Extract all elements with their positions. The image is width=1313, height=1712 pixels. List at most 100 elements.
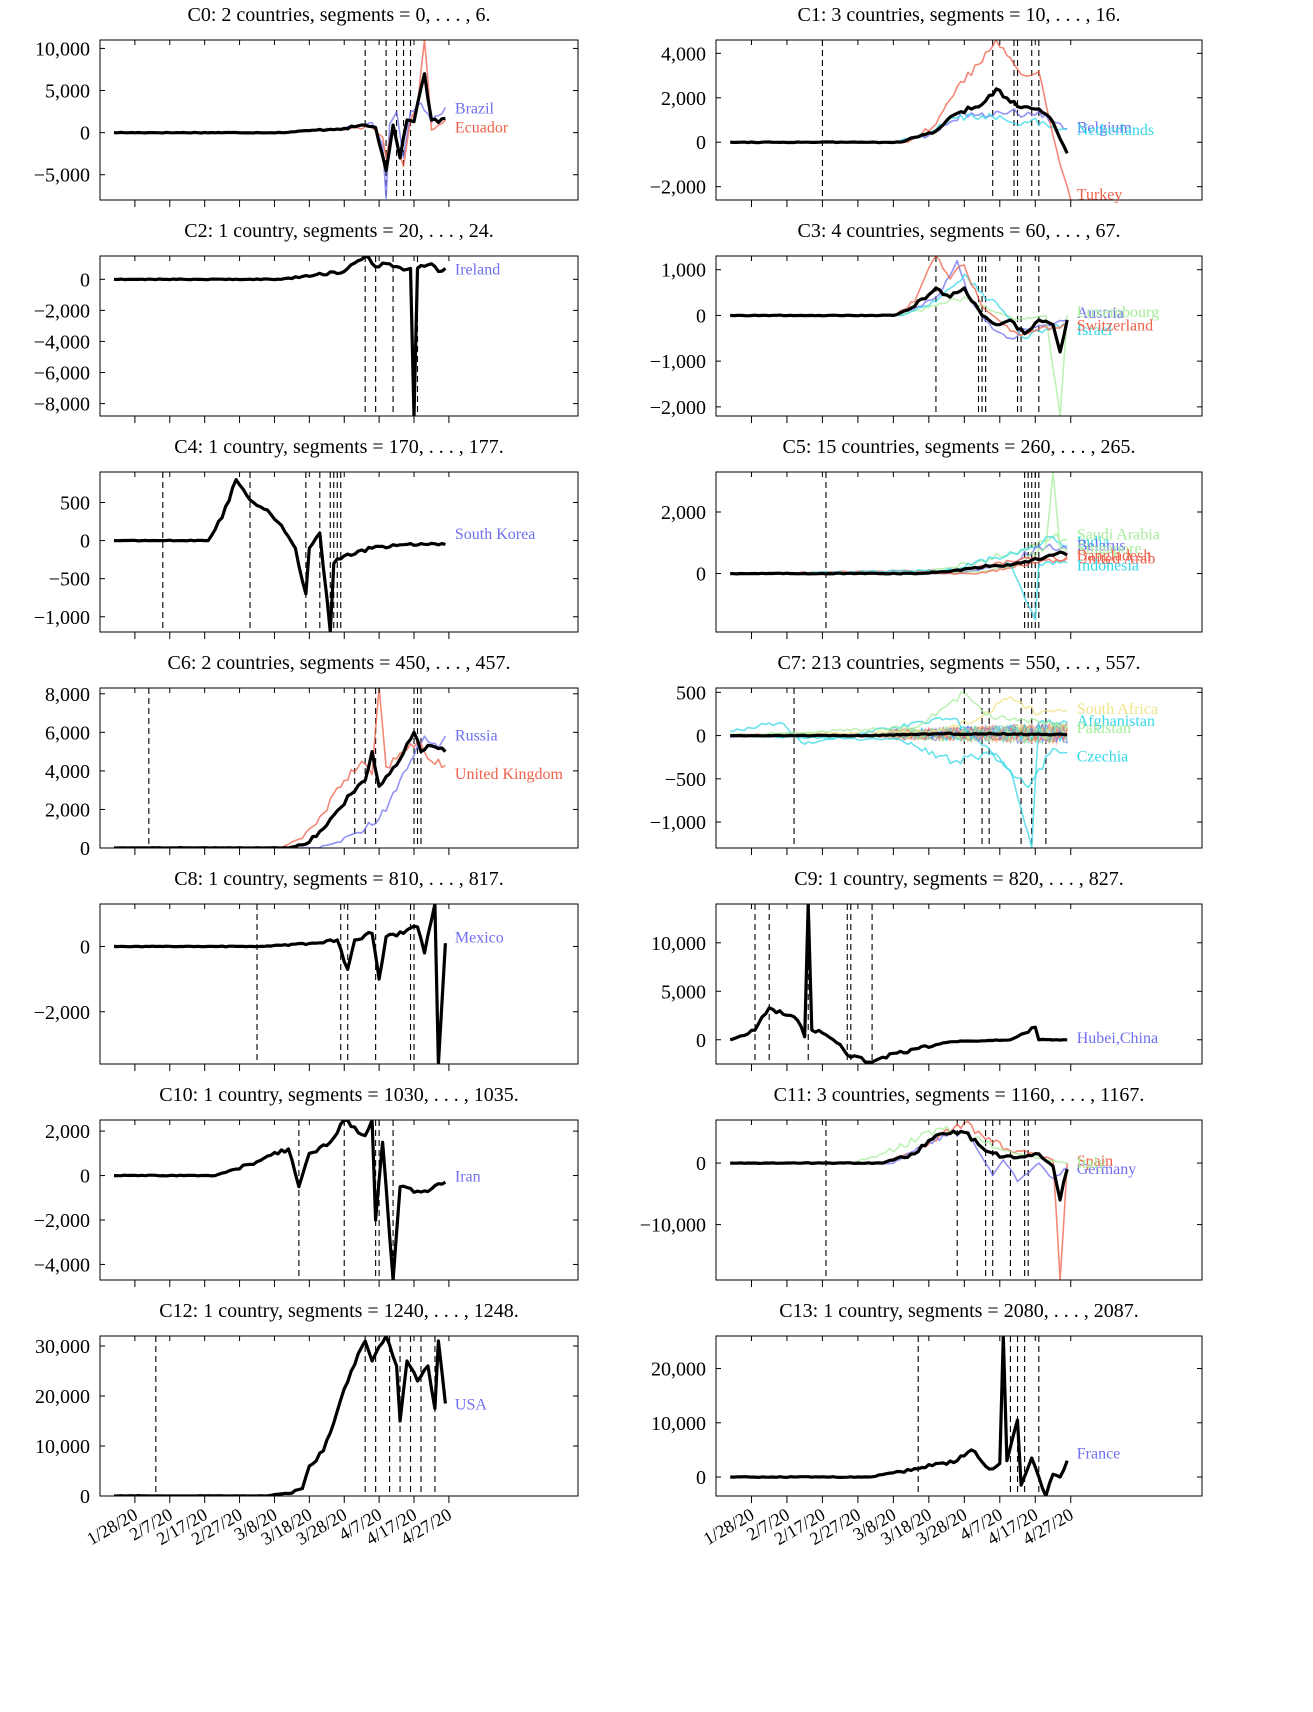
chart-title: C13: 1 country, segments = 2080, . . . ,… — [779, 1300, 1139, 1322]
y-tick-label: 10,000 — [35, 1436, 90, 1458]
y-tick-label: 2,000 — [661, 88, 706, 110]
y-tick-label: 0 — [80, 1486, 90, 1508]
series-line-germany — [730, 1129, 1068, 1183]
chart-svg: 500 0 −500 −1,000 South Korea — [34, 471, 579, 639]
plot-frame — [99, 903, 579, 1065]
series-label: France — [1077, 1446, 1121, 1463]
y-tick-label: 0 — [696, 564, 706, 586]
y-tick-label: 8,000 — [45, 684, 90, 706]
y-tick-label: −2,000 — [34, 300, 90, 322]
series-line-russia — [114, 735, 447, 848]
chart-svg: 1,000 0 −1,000 −2,000 AustriaLuxembourgIsrae… — [650, 255, 1203, 423]
series-label: Singapore — [1077, 540, 1142, 557]
series-line-pakistan — [730, 691, 1068, 737]
y-tick-label: −2,000 — [650, 397, 706, 419]
series-label: Russia — [455, 727, 498, 744]
y-tick-label: 4,000 — [45, 761, 90, 783]
series-label: USA — [455, 1397, 487, 1414]
series-label: Austria — [1077, 305, 1124, 322]
y-tick-label: 10,000 — [651, 933, 706, 955]
series-label: Indonesia — [1077, 557, 1139, 574]
y-tick-label: 0 — [80, 531, 90, 553]
chart-c11: C11: 3 countries, segments = 1160, . . .… — [640, 1080, 1312, 1296]
chart-c3: C3: 4 countries, segments = 60, . . . , … — [640, 216, 1312, 432]
y-tick-label: −1,000 — [34, 607, 90, 629]
series-line-belarus — [730, 543, 1068, 575]
series-label: India — [1077, 534, 1110, 551]
plot-frame — [99, 39, 579, 201]
mean-series-line — [730, 1336, 1069, 1496]
y-tick-label: −2,000 — [34, 1210, 90, 1232]
y-tick-label: −10,000 — [640, 1215, 706, 1237]
y-tick-label: 10,000 — [35, 38, 90, 60]
series-line-brazil — [113, 102, 447, 200]
y-tick-label: −500 — [665, 769, 706, 791]
mean-series-line — [113, 904, 447, 1064]
chart-c4: C4: 1 country, segments = 170, . . . , 1… — [0, 432, 672, 648]
mean-series-line — [730, 87, 1069, 154]
y-tick-label: −1,000 — [650, 812, 706, 834]
series-label: Saudi Arabia — [1077, 527, 1160, 544]
series-label: South Korea — [455, 526, 535, 543]
y-tick-label: 0 — [80, 838, 90, 860]
series-label: Belarus — [1077, 537, 1126, 554]
series-label: Brazil — [455, 100, 495, 117]
chart-svg: 0 −2,000 −4,000 −6,000 −8,000 Ireland — [34, 255, 579, 423]
series-label: Spain — [1077, 1153, 1113, 1170]
series-line-indonesia — [730, 560, 1068, 621]
chart-svg: 500 0 −500 −1,000 South AfricaAfghanistanPak… — [650, 682, 1203, 855]
mean-series-line — [113, 477, 446, 632]
chart-c8: C8: 1 country, segments = 810, . . . , 8… — [0, 864, 672, 1080]
plot-frame — [715, 903, 1203, 1065]
y-tick-label: −1,000 — [650, 351, 706, 373]
chart-c10: C10: 1 country, segments = 1030, . . . ,… — [0, 1080, 672, 1296]
chart-svg: 2,000 0 Saudi ArabiaIndiaBelarusSingaporeB… — [661, 471, 1203, 639]
mean-series-line — [114, 1336, 447, 1496]
plot-frame — [715, 687, 1203, 849]
series-label: Turkey — [1077, 186, 1123, 203]
series-label: Pakistan — [1077, 720, 1131, 737]
chart-svg: 20,00010,00001/28/202/7/202/17/202/27/20… — [651, 1335, 1203, 1549]
chart-title: C10: 1 country, segments = 1030, . . . ,… — [159, 1084, 519, 1106]
chart-svg: 2,000 0 −2,000 −4,000 Iran — [34, 1119, 579, 1287]
y-tick-label: 1,000 — [661, 260, 706, 282]
series-label: Czechia — [1077, 748, 1129, 765]
y-tick-label: 10,000 — [651, 1413, 706, 1435]
plot-frame — [715, 1335, 1203, 1497]
series-line-belgium — [730, 108, 1068, 144]
y-tick-label: 0 — [80, 269, 90, 291]
chart-title: C9: 1 country, segments = 820, . . . , 8… — [794, 868, 1124, 890]
y-tick-label: 0 — [80, 1166, 90, 1188]
plot-frame — [715, 255, 1203, 417]
y-tick-label: 20,000 — [35, 1386, 90, 1408]
plot-frame — [99, 1119, 579, 1281]
chart-svg: 0 −2,000 Mexico — [34, 903, 579, 1071]
y-tick-label: 6,000 — [45, 722, 90, 744]
series-label: Germany — [1077, 1161, 1137, 1178]
series-label: Luxembourg — [1077, 304, 1159, 321]
y-tick-label: −500 — [49, 569, 90, 591]
y-tick-label: −4,000 — [34, 1254, 90, 1276]
plot-frame — [99, 471, 579, 633]
chart-title: C5: 15 countries, segments = 260, . . . … — [782, 436, 1136, 458]
chart-title: C0: 2 countries, segments = 0, . . . , 6… — [187, 4, 491, 26]
chart-svg: 10,000 5,000 0 Hubei,China — [651, 903, 1203, 1071]
series-line-turkey — [730, 40, 1072, 200]
y-tick-label: 500 — [60, 492, 90, 514]
chart-c7: C7: 213 countries, segments = 550, . . .… — [640, 648, 1312, 864]
y-tick-label: −2,000 — [650, 177, 706, 199]
y-tick-label: 0 — [696, 1153, 706, 1175]
mean-series-line — [113, 256, 447, 416]
chart-c0: C0: 2 countries, segments = 0, . . . , 6… — [0, 0, 672, 216]
plot-frame — [99, 255, 579, 417]
chart-title: C2: 1 country, segments = 20, . . . , 24… — [184, 220, 494, 242]
mean-series-line — [113, 72, 446, 173]
mean-series-line — [729, 904, 1068, 1064]
chart-title: C12: 1 country, segments = 1240, . . . ,… — [159, 1300, 519, 1322]
mean-series-line — [730, 731, 1068, 738]
y-tick-label: −4,000 — [34, 331, 90, 353]
mean-series-line — [730, 1129, 1069, 1202]
chart-c5: C5: 15 countries, segments = 260, . . . … — [640, 432, 1312, 648]
